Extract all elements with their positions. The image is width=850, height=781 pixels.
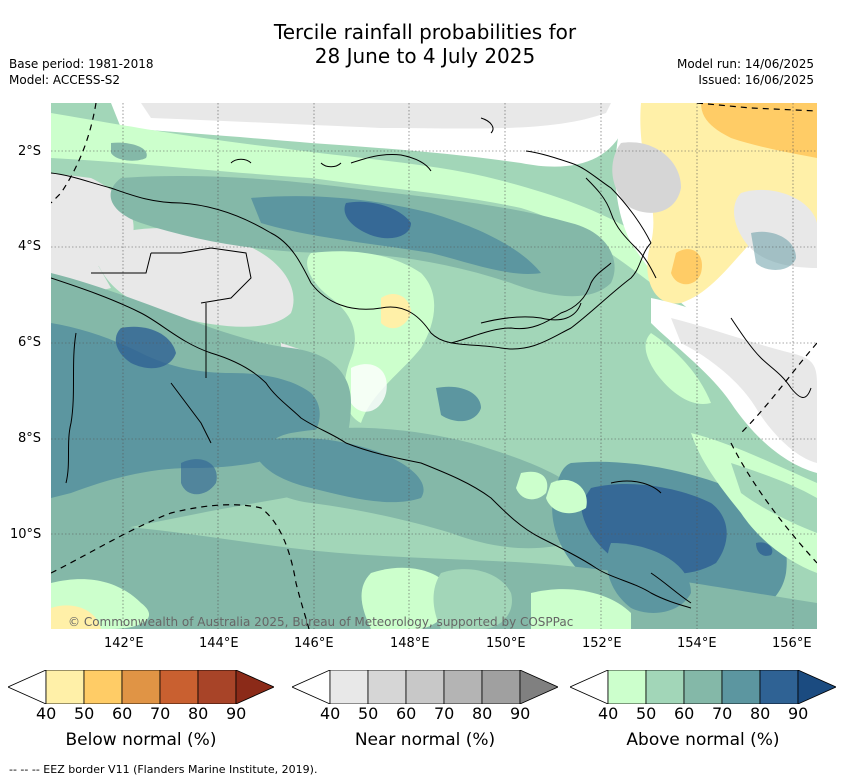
colorbar-below-tick: 80 bbox=[188, 704, 209, 723]
lon-label-154e: 154°E bbox=[677, 636, 717, 651]
issued-date: Issued: 16/06/2025 bbox=[698, 73, 814, 87]
colorbar-above-segment bbox=[645, 670, 685, 704]
lon-label-148e: 148°E bbox=[390, 636, 430, 651]
colorbar-near-max-arrow bbox=[519, 670, 558, 704]
colorbar-near-segment bbox=[329, 670, 369, 704]
colorbar-above-max-arrow bbox=[797, 670, 836, 704]
title-line-1: Tercile rainfall probabilities for bbox=[273, 20, 577, 44]
colorbar-above-segment bbox=[683, 670, 723, 704]
colorbar-below-tick: 50 bbox=[74, 704, 95, 723]
title-line-2: 28 June to 4 July 2025 bbox=[314, 44, 536, 68]
colorbar-above-tick: 70 bbox=[712, 704, 733, 723]
colorbar-below-max-arrow bbox=[235, 670, 274, 704]
colorbar-below-segment bbox=[159, 670, 199, 704]
colorbar-near-segment bbox=[367, 670, 407, 704]
colorbar-near-tick: 50 bbox=[358, 704, 379, 723]
colorbar-above-tick: 50 bbox=[636, 704, 657, 723]
colorbar-below-segment bbox=[83, 670, 123, 704]
colorbar-near-normal bbox=[292, 670, 558, 704]
colorbar-near-tick: 40 bbox=[320, 704, 341, 723]
colorbar-above-min-arrow bbox=[570, 670, 609, 704]
colorbar-above-segment bbox=[759, 670, 799, 704]
lon-label-144e: 144°E bbox=[199, 636, 239, 651]
lat-label-4s: 4°S bbox=[18, 239, 42, 254]
lon-label-146e: 146°E bbox=[294, 636, 334, 651]
colorbar-near-segment bbox=[443, 670, 483, 704]
colorbar-near-tick: 60 bbox=[396, 704, 417, 723]
colorbar-title-above: Above normal (%) bbox=[626, 730, 780, 750]
model-name: Model: ACCESS-S2 bbox=[9, 73, 121, 87]
colorbar-above-segment bbox=[607, 670, 647, 704]
model-run: Model run: 14/06/2025 bbox=[676, 57, 814, 71]
meta-left: Base period: 1981-2018 Model: ACCESS-S2 bbox=[9, 56, 154, 88]
graticule bbox=[51, 103, 817, 629]
lon-label-142e: 142°E bbox=[104, 636, 144, 651]
eez-borders bbox=[51, 103, 817, 629]
colorbar-below-segment bbox=[45, 670, 85, 704]
lat-label-8s: 8°S bbox=[18, 431, 42, 446]
colorbar-below-tick: 60 bbox=[112, 704, 133, 723]
map-title: Tercile rainfall probabilities for 28 Ju… bbox=[0, 20, 850, 68]
lat-label-10s: 10°S bbox=[10, 527, 42, 542]
base-period: Base period: 1981-2018 bbox=[9, 57, 154, 71]
lat-label-2s: 2°S bbox=[18, 144, 42, 159]
copyright-text: © Commonwealth of Australia 2025, Bureau… bbox=[68, 615, 573, 629]
colorbar-below-tick: 70 bbox=[150, 704, 171, 723]
colorbar-near-tick: 80 bbox=[472, 704, 493, 723]
colorbar-above-normal bbox=[570, 670, 836, 704]
meta-right: Model run: 14/06/2025 Issued: 16/06/2025 bbox=[677, 56, 814, 88]
colorbar-above-tick: 60 bbox=[674, 704, 695, 723]
rainfall-map: © Commonwealth of Australia 2025, Bureau… bbox=[51, 103, 817, 629]
coastlines bbox=[51, 117, 812, 609]
lon-label-152e: 152°E bbox=[582, 636, 622, 651]
colorbar-title-near: Near normal (%) bbox=[354, 730, 496, 750]
colorbar-title-below: Below normal (%) bbox=[65, 730, 217, 750]
colorbar-below-normal bbox=[8, 670, 274, 704]
colorbar-above-tick: 90 bbox=[788, 704, 809, 723]
colorbar-above-tick: 40 bbox=[598, 704, 619, 723]
colorbar-near-tick: 70 bbox=[434, 704, 455, 723]
eez-footer-note: -- -- -- EEZ border V11 (Flanders Marine… bbox=[9, 763, 318, 776]
colorbar-near-segment bbox=[405, 670, 445, 704]
colorbar-near-segment bbox=[481, 670, 521, 704]
colorbar-below-tick: 40 bbox=[36, 704, 57, 723]
lon-label-150e: 150°E bbox=[486, 636, 526, 651]
colorbar-below-tick: 90 bbox=[226, 704, 247, 723]
colorbar-above-segment bbox=[721, 670, 761, 704]
colorbar-near-min-arrow bbox=[292, 670, 331, 704]
colorbar-above-tick: 80 bbox=[750, 704, 771, 723]
lon-label-156e: 156°E bbox=[772, 636, 812, 651]
colorbar-below-segment bbox=[197, 670, 237, 704]
lat-label-6s: 6°S bbox=[18, 335, 42, 350]
colorbar-near-tick: 90 bbox=[510, 704, 531, 723]
colorbar-below-segment bbox=[121, 670, 161, 704]
colorbar-below-min-arrow bbox=[8, 670, 47, 704]
